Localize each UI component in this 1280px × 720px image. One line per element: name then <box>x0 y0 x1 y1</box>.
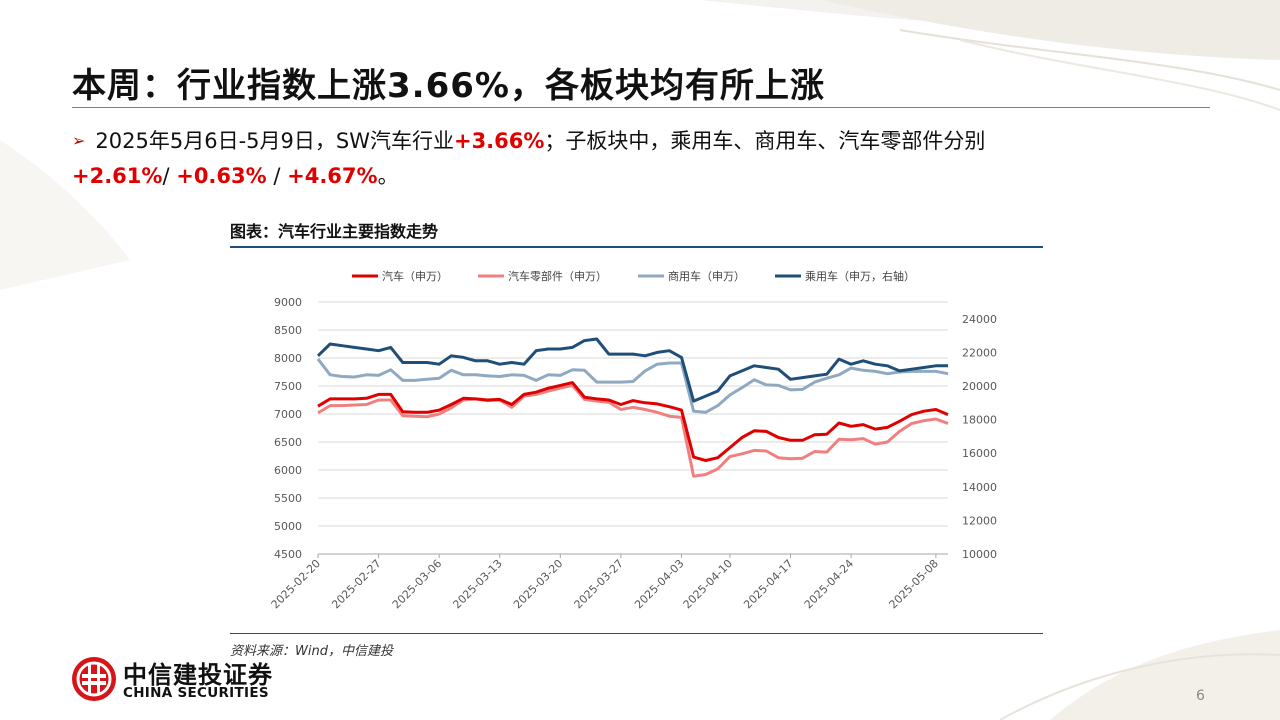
legend: 汽车（申万） 汽车零部件（申万） 商用车（申万） 乘用车（申万，右轴） <box>352 269 915 283</box>
x-tick-label: 2025-03-20 <box>511 557 565 611</box>
x-tick-label: 2025-04-24 <box>802 557 856 611</box>
axis-layer: 4500 5000 5500 6000 6500 7000 7500 8000 8500 9000… <box>269 296 997 611</box>
y-right-tick-label: 10000 <box>962 548 997 561</box>
x-tick-label: 2025-05-08 <box>887 557 941 611</box>
y-right-tick-label: 12000 <box>962 514 997 527</box>
commercial-vehicle-change: +0.63% <box>176 164 267 188</box>
series-line <box>317 381 949 462</box>
summary-end: 。 <box>377 164 399 188</box>
legend-label: 乘用车（申万，右轴） <box>805 269 915 283</box>
bullet-arrow-icon: ➢ <box>72 131 86 150</box>
summary-text-1: 2025年5月6日-5月9日，SW汽车行业 <box>95 129 454 153</box>
x-tick-label: 2025-03-06 <box>390 557 444 611</box>
series-line <box>316 337 948 403</box>
y-right-tick-label: 14000 <box>962 481 997 494</box>
series-layer <box>316 337 949 478</box>
source-divider <box>230 633 1043 634</box>
auto-parts-change: +4.67% <box>287 164 378 188</box>
y-left-tick-label: 4500 <box>274 548 302 561</box>
y-left-tick-label: 5500 <box>274 492 302 505</box>
x-tick-label: 2025-03-13 <box>450 557 504 611</box>
grid-layer <box>318 301 948 555</box>
series-line <box>316 358 949 414</box>
page-title: 本周：行业指数上涨3.66%，各板块均有所上涨 <box>72 66 825 106</box>
chart-caption: 图表：汽车行业主要指数走势 <box>230 222 439 241</box>
y-left-tick-label: 7000 <box>274 408 302 421</box>
x-tick-label: 2025-04-10 <box>681 557 735 611</box>
y-right-tick-label: 16000 <box>962 447 997 460</box>
legend-label: 汽车（申万） <box>382 269 448 283</box>
y-left-tick-label: 6000 <box>274 464 302 477</box>
logo-english-name: CHINA SECURITIES <box>123 685 269 701</box>
y-left-tick-label: 8500 <box>274 324 302 337</box>
summary-line-2: +2.61%/ +0.63% / +4.67%。 <box>72 160 399 190</box>
x-tick-label: 2025-04-03 <box>632 557 686 611</box>
legend-label: 商用车（申万） <box>668 269 745 283</box>
title-divider <box>72 107 1210 108</box>
x-tick-label: 2025-04-17 <box>741 557 795 611</box>
summary-text-2: ；子板块中，乘用车、商用车、汽车零部件分别 <box>544 129 986 153</box>
legend-label: 汽车零部件（申万） <box>508 269 607 283</box>
x-tick-label: 2025-03-27 <box>572 557 626 611</box>
y-right-tick-label: 18000 <box>962 414 997 427</box>
y-left-tick-label: 6500 <box>274 436 302 449</box>
source-note: 资料来源：Wind，中信建投 <box>230 644 393 659</box>
y-left-tick-label: 7500 <box>274 380 302 393</box>
y-right-tick-label: 20000 <box>962 380 997 393</box>
y-left-tick-label: 9000 <box>274 296 302 309</box>
logo-chinese-name: 中信建投证券 <box>123 661 273 689</box>
passenger-car-change: +2.61% <box>72 164 163 188</box>
index-trend-chart: 4500 5000 5500 6000 6500 7000 7500 8000 8500 9000… <box>269 269 997 611</box>
summary-line-1: ➢ 2025年5月6日-5月9日，SW汽车行业+3.66%；子板块中，乘用车、商用… <box>72 125 985 155</box>
y-right-tick-label: 24000 <box>962 313 997 326</box>
caption-divider <box>230 246 1043 248</box>
y-left-tick-label: 5000 <box>274 520 302 533</box>
page-number: 6 <box>1196 688 1205 704</box>
series-line <box>317 383 949 478</box>
separator-2: / <box>266 164 288 188</box>
y-left-tick-label: 8000 <box>274 352 302 365</box>
x-tick-label: 2025-02-20 <box>269 557 323 611</box>
x-tick-label: 2025-02-27 <box>329 557 383 611</box>
separator-1: / <box>162 164 177 188</box>
china-securities-logo-icon <box>72 657 116 701</box>
y-right-tick-label: 22000 <box>962 346 997 359</box>
industry-change: +3.66% <box>453 129 545 153</box>
